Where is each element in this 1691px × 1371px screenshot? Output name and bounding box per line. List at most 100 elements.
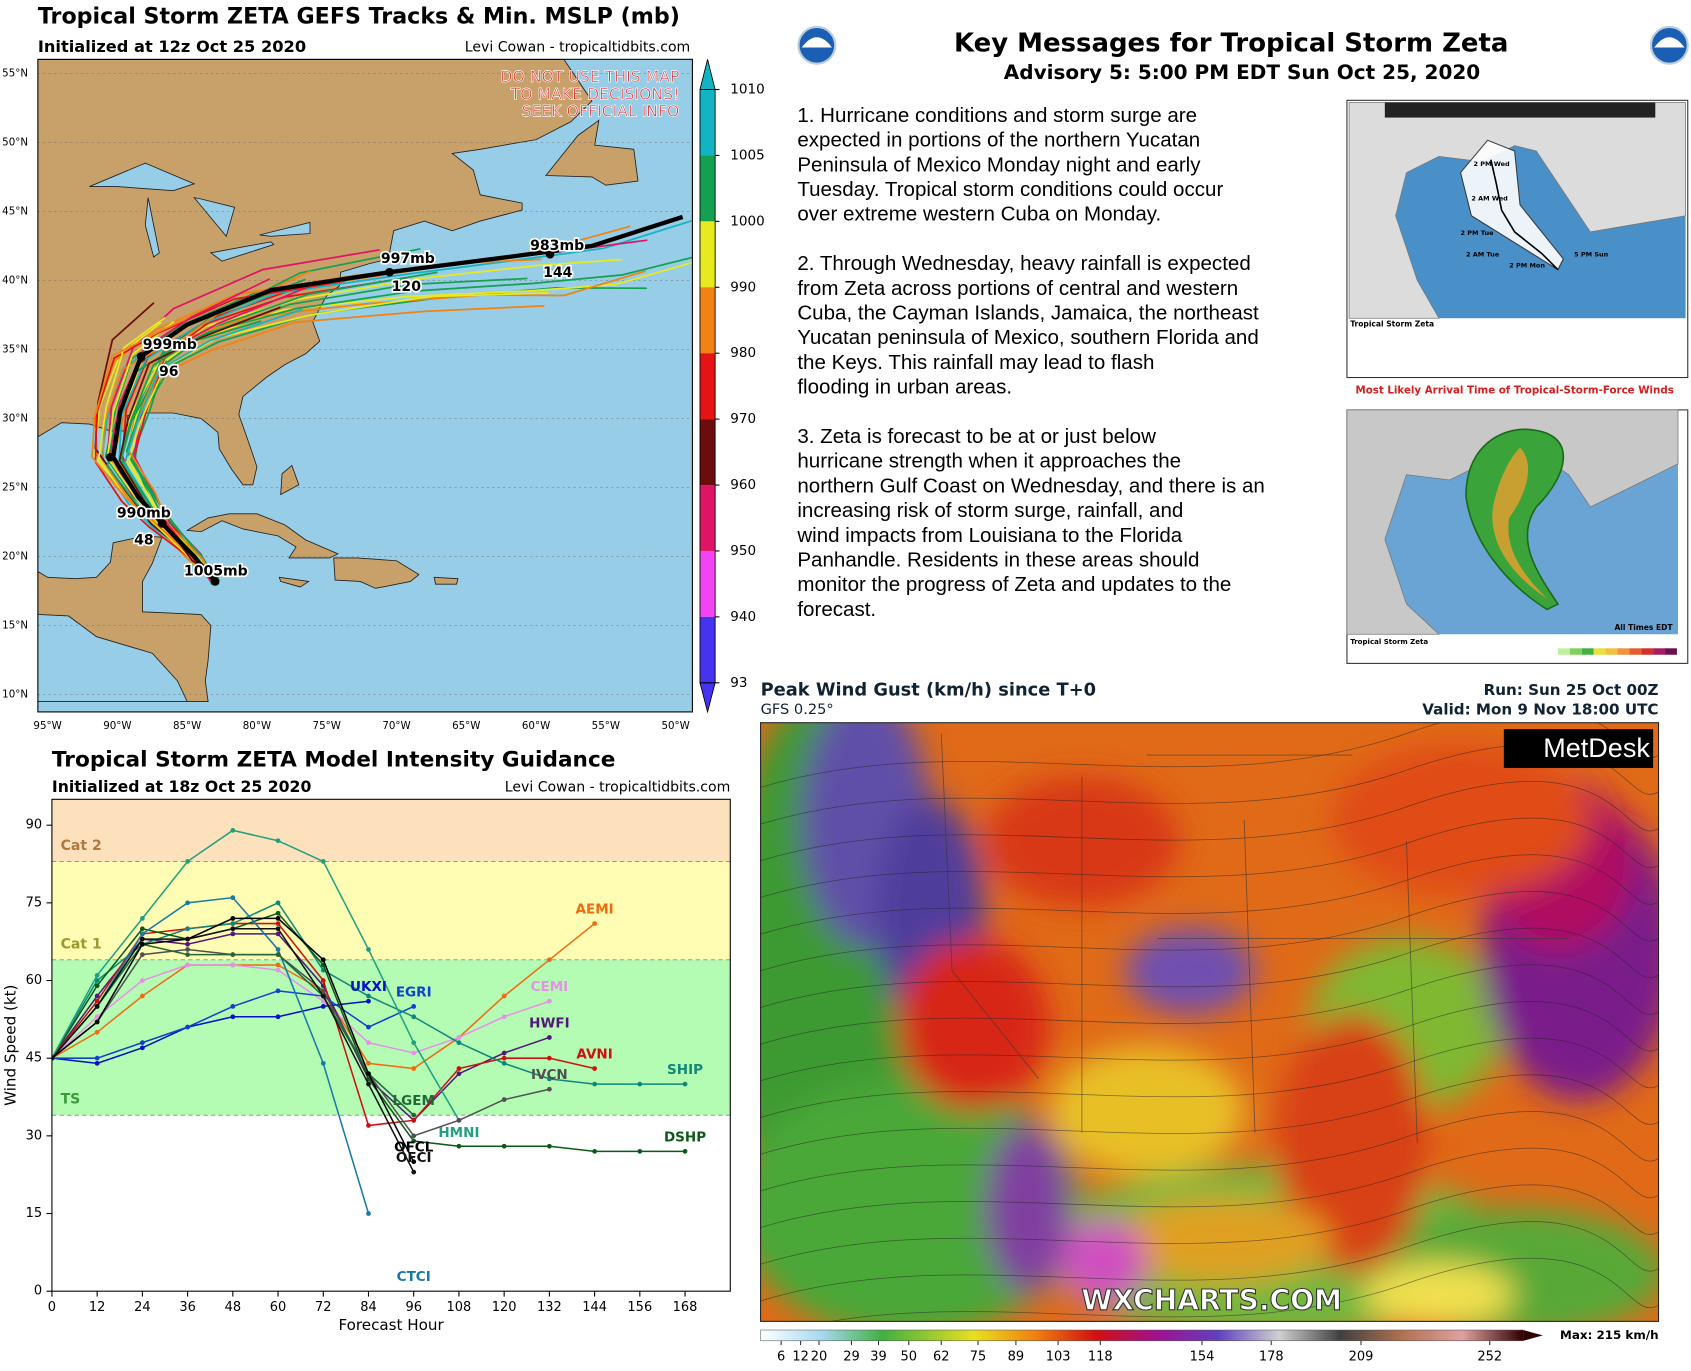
colorbar-label: 990 <box>730 279 756 295</box>
model-point <box>592 1081 597 1087</box>
message-line: northern Gulf Coast on Wednesday, and th… <box>797 474 1265 497</box>
model-point <box>592 1149 597 1154</box>
model: GFS 0.25° <box>761 701 834 718</box>
land <box>37 59 593 703</box>
lake <box>144 197 160 258</box>
lat-label: 20°N <box>2 551 28 563</box>
model-point <box>411 1133 417 1139</box>
model-point <box>139 916 145 921</box>
lon-label: 90°W <box>103 720 131 732</box>
lat-label: 45°N <box>2 205 28 217</box>
model-point <box>185 962 190 968</box>
colorbar-segment <box>699 89 716 156</box>
isobar <box>760 927 1659 1008</box>
colorbar-frame <box>699 89 716 684</box>
y-tick-label: 0 <box>34 1284 42 1299</box>
message-line: increasing risk of storm surge, rainfall… <box>797 499 1183 522</box>
gust-field <box>760 722 1659 1322</box>
model-point <box>456 1071 462 1077</box>
model-label: AEMI <box>576 902 614 918</box>
model-point <box>275 1014 281 1020</box>
message-line: 2. Through Wednesday, heavy rainfall is … <box>797 252 1250 275</box>
gust-area <box>897 938 1050 1112</box>
model-point <box>682 1149 688 1154</box>
model-point <box>411 1050 417 1056</box>
arrival-legend <box>1641 648 1654 655</box>
model-point <box>320 957 326 963</box>
model-point <box>94 998 100 1004</box>
model-point <box>230 952 236 958</box>
category-label: TS <box>61 1092 81 1108</box>
track-label: 144 <box>543 265 573 281</box>
watermark: WXCHARTS.COM <box>1081 1284 1342 1317</box>
model-line <box>51 829 460 1121</box>
scale-label: 103 <box>1046 1349 1071 1364</box>
lake <box>209 241 275 262</box>
gust-map <box>760 722 1659 1322</box>
y-tick-label: 30 <box>26 1128 43 1143</box>
model-point <box>275 838 281 844</box>
model-point <box>366 1071 371 1077</box>
brand-box <box>1503 729 1654 769</box>
noaa-logo-wave <box>1654 37 1685 48</box>
category-label: Cat 1 <box>61 936 102 952</box>
track-point <box>136 352 146 361</box>
model-point <box>139 1040 145 1046</box>
model-point <box>320 993 326 999</box>
noaa-logo-wave <box>801 37 832 48</box>
isobar <box>760 1184 1659 1265</box>
model-point <box>94 1060 100 1066</box>
model-point <box>547 1086 552 1092</box>
gust-area <box>1276 1013 1429 1273</box>
x-tick-label: 120 <box>492 1300 517 1315</box>
model-point <box>366 1123 371 1128</box>
isobar <box>760 781 1659 862</box>
border <box>1406 841 1418 1144</box>
model-point <box>456 1143 462 1149</box>
model-point <box>139 941 145 947</box>
model-point <box>456 1066 462 1071</box>
category-band <box>51 799 731 862</box>
model-label: HMNI <box>438 1125 479 1141</box>
track-label: 1005mb <box>184 564 248 580</box>
model-point <box>366 1040 371 1046</box>
colorbar-label: 940 <box>730 609 756 625</box>
jamaica <box>278 576 310 588</box>
model-point <box>592 921 597 926</box>
colorbar-segment <box>699 353 716 420</box>
model-point <box>637 1081 643 1087</box>
model-point <box>366 993 371 999</box>
track-label: 990mb <box>117 505 171 521</box>
model-line <box>51 948 550 1137</box>
cone-header <box>1384 102 1656 118</box>
map-frame <box>37 58 693 713</box>
x-tick-label: 36 <box>179 1300 196 1315</box>
model-point <box>366 947 371 952</box>
model-point <box>275 967 281 973</box>
model-point <box>411 1112 417 1118</box>
category-band <box>51 959 731 1116</box>
track-label: 48 <box>134 532 154 548</box>
model-label: EGRI <box>396 984 432 1000</box>
model-point <box>94 993 100 999</box>
model-point <box>94 1055 100 1061</box>
cone-time: 2 PM Mon <box>1509 261 1545 269</box>
message-line: Cuba, the Cayman Islands, Jamaica, the n… <box>797 302 1259 325</box>
model-point <box>185 952 190 958</box>
model-point <box>456 1040 462 1046</box>
model-point <box>94 978 100 983</box>
valid: Valid: Mon 9 Nov 18:00 UTC <box>1422 700 1658 718</box>
arrival-legend <box>1581 648 1594 655</box>
map-frame <box>760 722 1660 1322</box>
model-point <box>501 1097 507 1102</box>
arrival-legend <box>1617 648 1630 655</box>
model-point <box>94 1014 100 1020</box>
lake <box>259 221 311 237</box>
x-tick-label: 144 <box>582 1300 607 1315</box>
model-point <box>139 952 145 958</box>
cone <box>1459 139 1564 271</box>
model-point <box>501 1014 507 1020</box>
lat-label: 50°N <box>2 136 28 148</box>
model-label: DSHP <box>664 1129 706 1145</box>
